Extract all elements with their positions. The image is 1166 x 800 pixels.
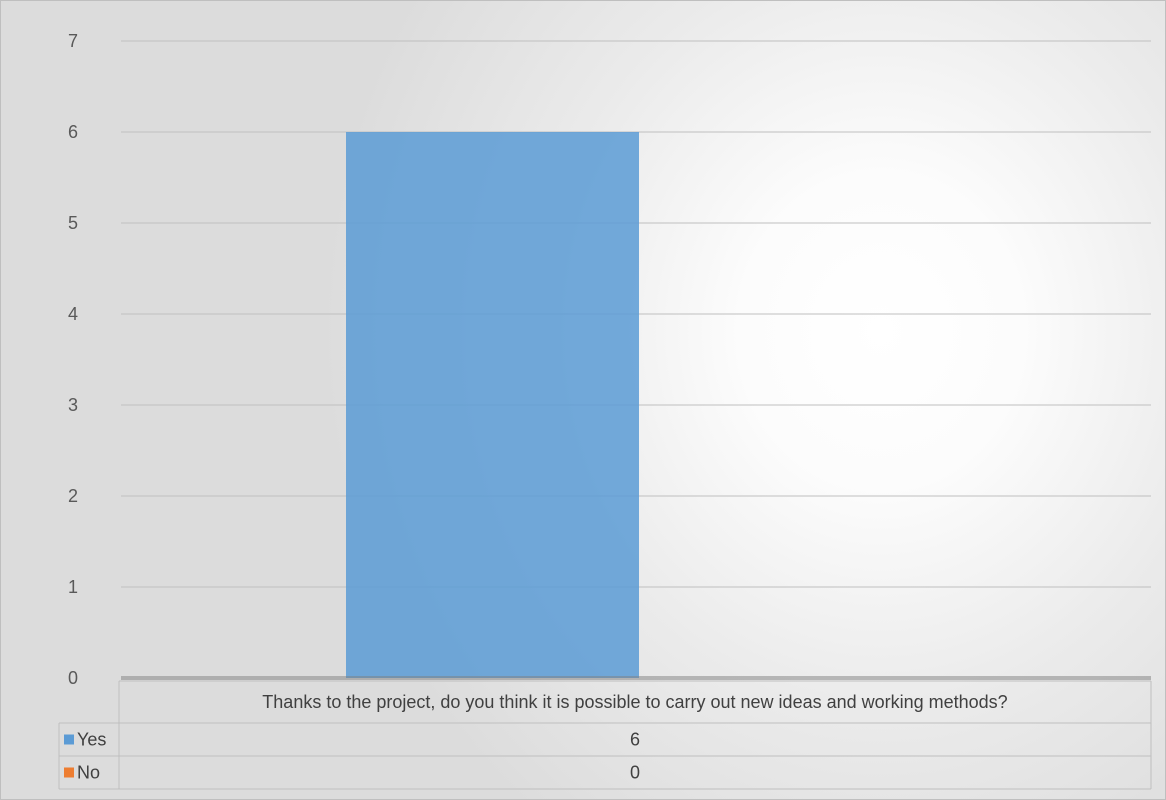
legend-label-yes: Yes bbox=[77, 730, 106, 750]
data-label-yes: 6 bbox=[630, 730, 640, 750]
legend-key-no bbox=[64, 767, 74, 778]
y-tick-label: 1 bbox=[68, 577, 78, 597]
data-label-no: 0 bbox=[630, 763, 640, 783]
y-tick-label: 2 bbox=[68, 486, 78, 506]
y-tick-label: 7 bbox=[68, 31, 78, 51]
y-tick-label: 4 bbox=[68, 304, 78, 324]
y-tick-label: 0 bbox=[68, 668, 78, 688]
legend-label-no: No bbox=[77, 763, 100, 783]
bar-yes bbox=[346, 132, 639, 678]
legend-key-yes bbox=[64, 734, 74, 745]
category-label: Thanks to the project, do you think it i… bbox=[262, 692, 1007, 712]
y-tick-label: 6 bbox=[68, 122, 78, 142]
y-tick-label: 3 bbox=[68, 395, 78, 415]
y-tick-label: 5 bbox=[68, 213, 78, 233]
